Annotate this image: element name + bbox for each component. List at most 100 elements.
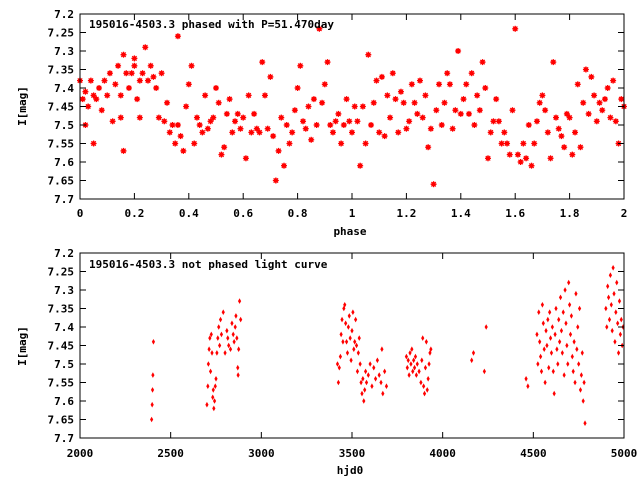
data-point [421,335,425,341]
data-point [559,327,564,334]
data-point [270,133,277,140]
unphased-plot-frame [79,252,625,439]
data-point [536,99,543,106]
data-point [90,140,97,147]
phased-x-axis-label: phase [333,225,366,238]
data-point [552,390,556,397]
x-tick-label: 4500 [520,447,547,460]
data-point [585,110,592,117]
data-point [372,364,376,371]
data-point [408,81,415,88]
y-tick-label: 7.6 [54,395,74,408]
data-point [218,151,225,158]
data-point [580,350,584,356]
data-point [221,144,228,151]
data-point [193,114,200,121]
data-point [419,114,426,121]
data-point [577,361,581,367]
data-point [506,151,513,158]
data-point [568,302,572,308]
phased-plot-frame [79,13,625,200]
data-point [352,346,356,352]
data-point [381,390,385,397]
data-point [305,103,312,110]
data-point [145,77,151,84]
data-point [547,155,554,162]
data-point [209,331,213,338]
data-point [131,62,138,69]
y-tick-label: 7.4 [54,321,74,334]
y-tick-label: 7.25 [48,266,75,279]
data-point [410,346,414,352]
x-tick-label: 3000 [248,447,275,460]
data-point [211,394,215,401]
data-point [607,114,614,121]
data-point [350,327,354,334]
data-point [343,302,347,308]
data-point [196,122,203,128]
data-point [332,118,339,125]
data-point [213,85,219,91]
data-point [329,129,336,136]
data-point [153,85,160,91]
data-point [578,387,583,393]
data-point [206,383,210,389]
data-point [569,151,576,158]
data-point [211,387,215,393]
data-point [422,92,429,99]
data-point [237,298,242,304]
data-point [205,401,209,408]
data-point [237,125,244,132]
data-point [526,383,530,389]
data-point [219,331,224,338]
data-point [349,129,355,136]
data-point [123,70,130,77]
data-point [563,110,570,117]
data-point [419,379,423,386]
data-point [389,70,396,77]
data-point [357,335,361,341]
x-tick-label: 5000 [611,447,638,460]
data-point [457,110,464,117]
data-point [572,339,576,345]
data-point [232,339,236,345]
data-point [575,346,579,352]
data-point [278,114,285,121]
data-point [606,294,611,301]
data-point [561,144,568,151]
data-point [335,110,342,117]
data-point [253,125,260,132]
data-point [87,77,94,84]
data-point [364,368,368,375]
data-point [449,125,456,132]
data-point [383,368,387,375]
data-point [479,59,486,66]
data-point [368,361,372,367]
data-point [424,339,428,345]
data-point [377,372,381,378]
y-tick-label: 7.7 [54,193,74,206]
data-point [397,88,404,95]
data-point [142,44,149,51]
data-point [310,96,317,103]
data-point [558,133,565,140]
data-point [338,353,342,360]
data-point [139,70,146,77]
data-point [275,147,282,154]
data-point [470,357,474,364]
data-point [343,96,350,103]
data-point [359,379,363,386]
data-point [204,125,211,132]
data-point [128,70,135,77]
data-point [400,99,407,106]
data-point [612,118,619,125]
x-tick-label: 2 [621,207,628,220]
data-point [414,110,421,117]
y-tick-label: 7.45 [48,340,75,353]
data-point [226,96,233,103]
data-point [471,350,476,356]
data-point [218,316,223,323]
x-tick-label: 2500 [157,447,184,460]
y-tick-label: 7.35 [48,64,75,77]
